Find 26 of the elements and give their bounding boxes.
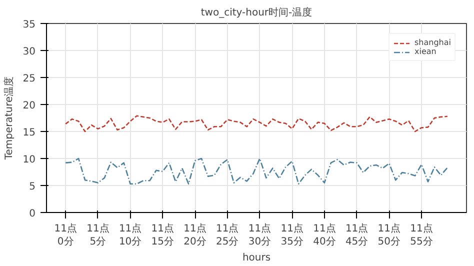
x-tick-label: 11点45分 <box>345 222 368 248</box>
x-tick-label: 11点0分 <box>54 222 77 248</box>
y-tick-label: 5 <box>29 182 36 192</box>
legend-label: shanghai <box>414 38 451 47</box>
y-tick-label: 25 <box>22 74 36 84</box>
y-axis-title: Temperature温度 <box>2 76 15 161</box>
y-tick-label: 0 <box>29 208 36 220</box>
x-tick-label: 11点20分 <box>184 222 206 248</box>
x-tick-label: 11点10分 <box>118 222 142 248</box>
chart-title: two_city-hour时间-温度 <box>200 6 312 18</box>
line-series <box>64 158 448 185</box>
x-axis-title: hours <box>242 252 271 264</box>
y-tick-label: 30 <box>22 46 36 58</box>
x-tick-label: 11点50分 <box>378 222 401 248</box>
x-tick-label: 11点15分 <box>151 222 174 248</box>
x-tick-label: 11点55分 <box>410 222 433 248</box>
y-tick-label: 35 <box>22 20 36 30</box>
y-tick-label: 20 <box>22 100 36 112</box>
y-tick-label: 15 <box>22 128 36 138</box>
x-tick-label: 11点25分 <box>216 222 239 248</box>
x-tick-label: 11点40分 <box>313 222 336 248</box>
x-tick-label: 11点5分 <box>86 222 110 248</box>
legend-label: xiean <box>414 47 436 56</box>
line-series <box>64 115 448 132</box>
y-tick-label: 10 <box>22 154 36 166</box>
x-tick-label: 11点35分 <box>280 222 304 248</box>
